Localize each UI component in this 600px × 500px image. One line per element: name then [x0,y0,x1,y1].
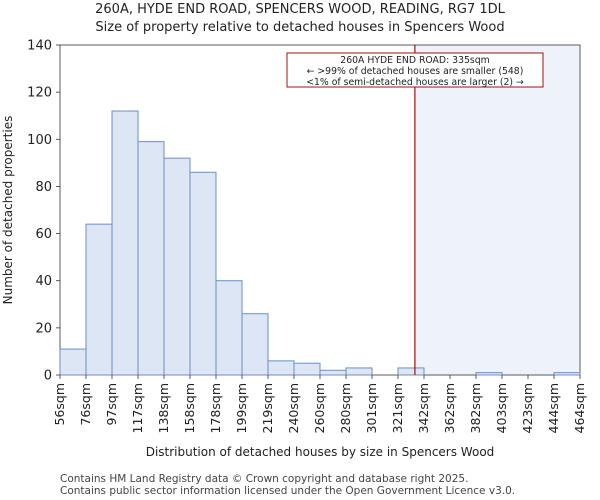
x-axis-title: Distribution of detached houses by size … [145,445,495,459]
x-tick-label-444sqm: 444sqm [546,383,561,433]
x-tick-label-219sqm: 219sqm [260,383,275,433]
y-tick-label-120: 120 [27,86,52,101]
bar-158sqm [189,171,217,376]
bar-76sqm [85,223,113,376]
larger-region-shade [414,45,580,375]
y-tick-label-0: 0 [44,369,52,384]
x-tick-label-138sqm: 138sqm [156,383,171,433]
y-tick-label-100: 100 [27,133,52,148]
x-tick-label-301sqm: 301sqm [364,383,379,433]
annotation-line-1: 260A HYDE END ROAD: 335sqm [340,55,489,66]
bar-280sqm [345,367,373,376]
x-tick-label-362sqm: 362sqm [442,383,457,433]
bar-56sqm [59,348,87,376]
bar-382sqm [475,372,503,376]
bar-444sqm [553,372,581,376]
y-tick-label-60: 60 [35,227,52,242]
x-tick-label-382sqm: 382sqm [468,383,483,433]
x-tick-label-260sqm: 260sqm [312,383,327,433]
bar-199sqm [241,313,269,376]
bar-219sqm [267,360,295,376]
y-tick-label-20: 20 [35,321,52,336]
annotation-line-2: ← >99% of detached houses are smaller (5… [307,66,524,77]
bar-97sqm [111,110,139,376]
footer-copyright: Contains HM Land Registry data © Crown c… [60,473,469,485]
y-tick-label-140: 140 [27,39,52,54]
y-axis-title: Number of detached properties [1,115,15,305]
x-tick-label-342sqm: 342sqm [416,383,431,433]
x-tick-label-321sqm: 321sqm [390,383,405,433]
x-tick-label-199sqm: 199sqm [234,383,249,433]
x-tick-label-117sqm: 117sqm [130,383,145,433]
bar-321sqm [397,367,425,376]
chart-subtitle: Size of property relative to detached ho… [95,20,505,35]
bar-260sqm [319,369,347,376]
bar-138sqm [163,157,191,376]
chart-title: 260A, HYDE END ROAD, SPENCERS WOOD, READ… [95,2,505,17]
bar-240sqm [293,362,321,376]
x-tick-label-280sqm: 280sqm [338,383,353,433]
x-tick-label-76sqm: 76sqm [78,383,93,426]
x-tick-label-240sqm: 240sqm [286,383,301,433]
x-tick-label-97sqm: 97sqm [104,383,119,426]
bar-178sqm [215,280,243,376]
y-tick-label-80: 80 [35,180,52,195]
x-tick-label-423sqm: 423sqm [520,383,535,433]
bar-117sqm [137,141,165,376]
x-tick-label-158sqm: 158sqm [182,383,197,433]
y-tick-label-40: 40 [35,274,52,289]
x-tick-label-178sqm: 178sqm [208,383,223,433]
x-tick-label-403sqm: 403sqm [494,383,509,433]
annotation-line-3: <1% of semi-detached houses are larger (… [306,77,524,88]
x-tick-label-464sqm: 464sqm [572,383,587,433]
footer-licence: Contains public sector information licen… [60,485,516,497]
annotation-box [286,52,544,88]
x-tick-label-56sqm: 56sqm [52,383,67,426]
